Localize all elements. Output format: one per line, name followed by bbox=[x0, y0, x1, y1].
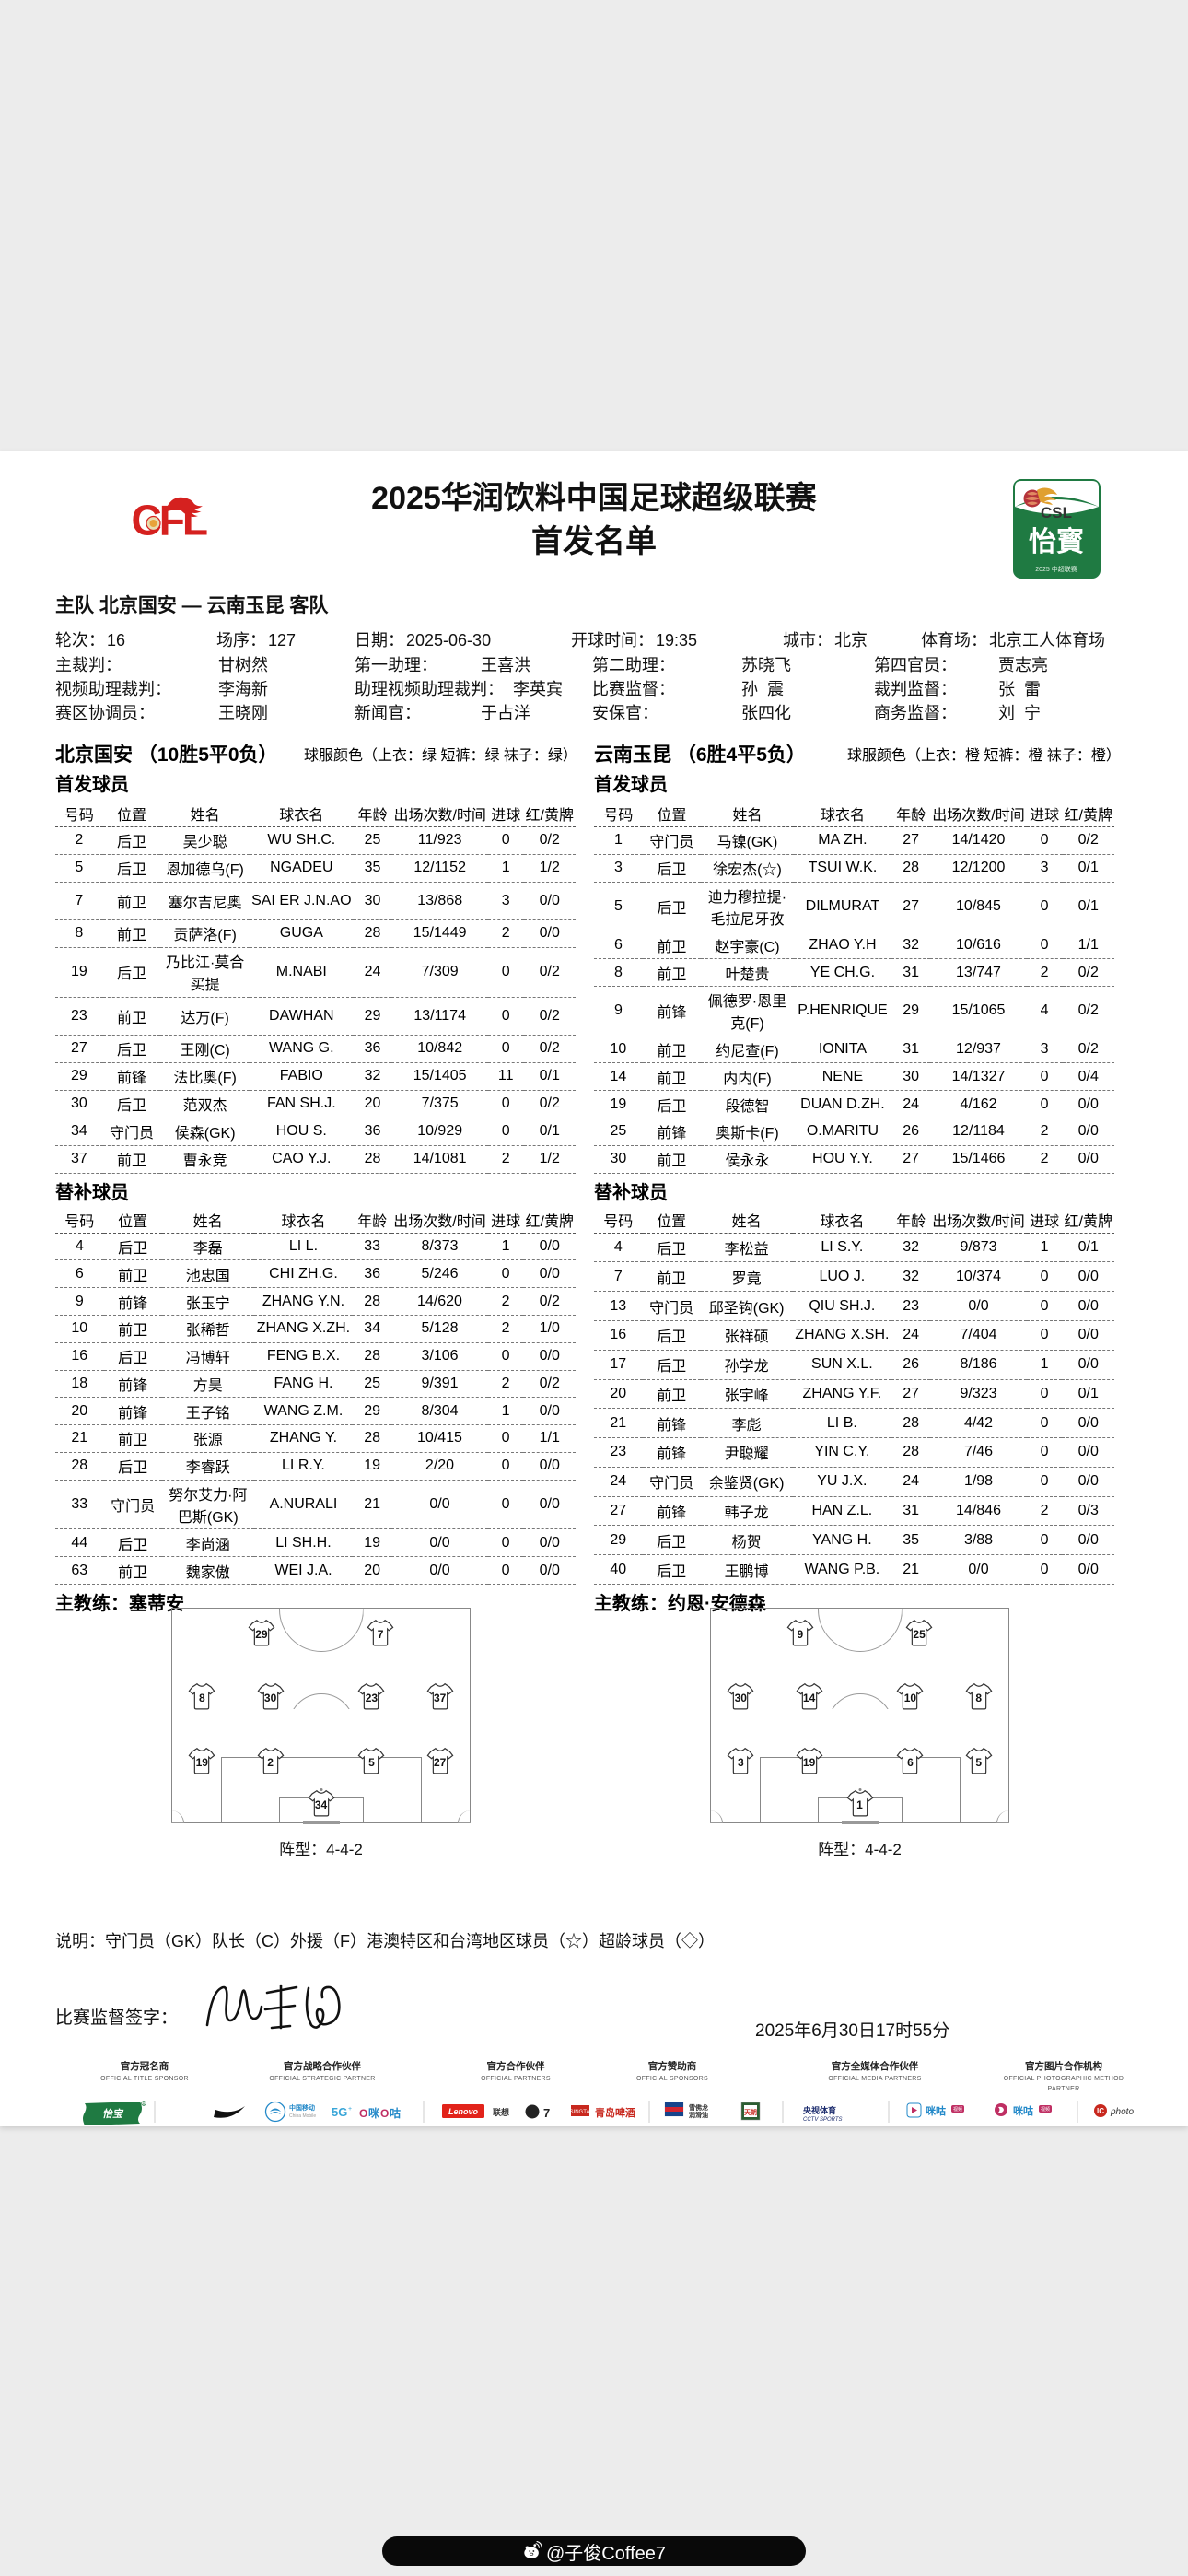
svg-text:CSL: CSL bbox=[1041, 504, 1072, 521]
svg-text:photo: photo bbox=[1110, 2107, 1134, 2117]
svg-text:润滑油: 润滑油 bbox=[689, 2111, 708, 2119]
svg-text:China Mobile: China Mobile bbox=[289, 2113, 316, 2119]
svg-text:央视体育: 央视体育 bbox=[803, 2105, 836, 2115]
svg-text:O: O bbox=[380, 2107, 389, 2120]
svg-text:咪咕: 咪咕 bbox=[1013, 2104, 1033, 2117]
svg-text:天朝: 天朝 bbox=[744, 2108, 757, 2116]
svg-text:5G: 5G bbox=[332, 2105, 347, 2119]
svg-text:IC: IC bbox=[1097, 2107, 1104, 2115]
svg-text:视频: 视频 bbox=[1041, 2106, 1050, 2113]
svg-text:中国移动: 中国移动 bbox=[289, 2103, 315, 2112]
svg-text:R: R bbox=[143, 2102, 146, 2106]
svg-text:7: 7 bbox=[543, 2106, 550, 2120]
svg-text:Lenovo: Lenovo bbox=[448, 2107, 479, 2116]
svg-text:联想: 联想 bbox=[493, 2107, 509, 2117]
svg-text:青岛啤酒: 青岛啤酒 bbox=[595, 2106, 635, 2119]
svg-text:O: O bbox=[359, 2107, 367, 2120]
svg-text:咪: 咪 bbox=[368, 2106, 380, 2120]
svg-text:怡宝: 怡宝 bbox=[102, 2108, 124, 2120]
svg-text:咕: 咕 bbox=[390, 2106, 401, 2120]
svg-text:+: + bbox=[348, 2106, 352, 2113]
svg-text:怡寳: 怡寳 bbox=[1029, 526, 1084, 557]
svg-text:视频: 视频 bbox=[953, 2106, 962, 2113]
svg-text:CCTV SPORTS: CCTV SPORTS bbox=[803, 2117, 843, 2123]
svg-text:雪佛龙: 雪佛龙 bbox=[689, 2103, 708, 2112]
svg-text:咪咕: 咪咕 bbox=[926, 2104, 946, 2117]
svg-text:2025 中超联赛: 2025 中超联赛 bbox=[1035, 565, 1077, 573]
svg-text:TSINGTAO: TSINGTAO bbox=[566, 2110, 595, 2115]
